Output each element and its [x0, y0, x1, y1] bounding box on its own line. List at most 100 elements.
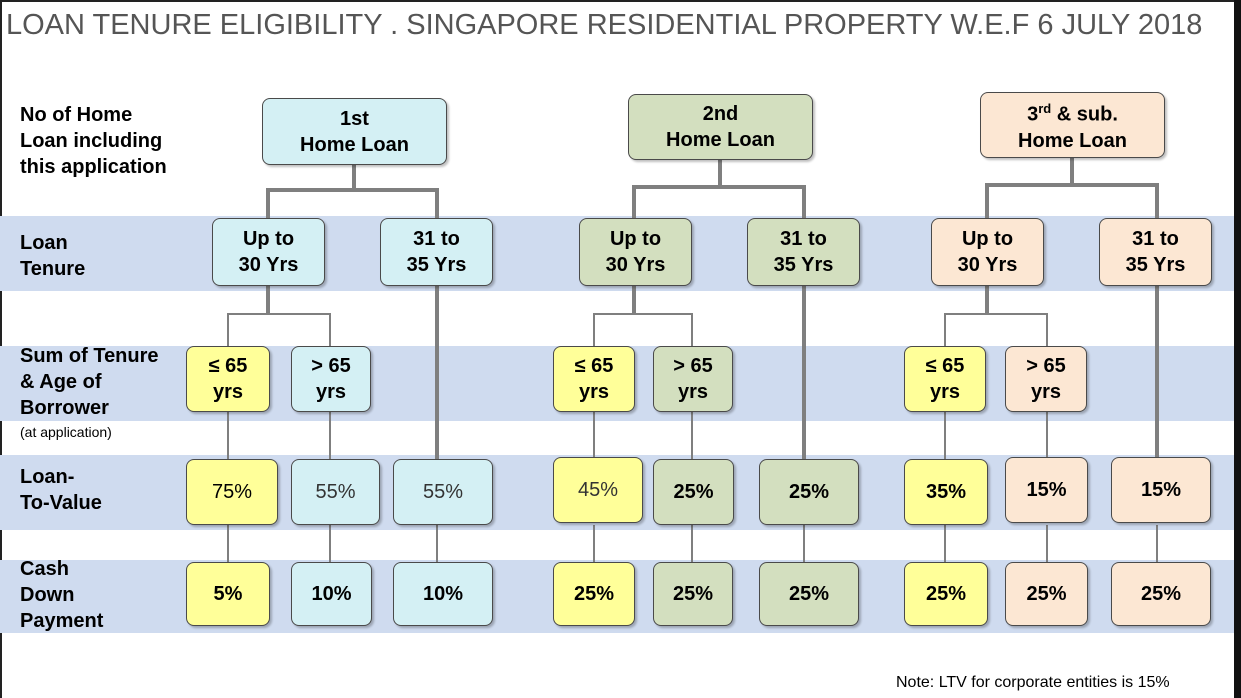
tenure-box-1-longer: 31 to 35 Yrs [380, 218, 493, 286]
row-label-tenure-line1: Loan [20, 232, 68, 254]
loan-box-3rd: 3rd & sub. Home Loan [980, 92, 1165, 158]
age-3-gt-l1: > 65 [1026, 355, 1066, 377]
row-label-ltv-line1: Loan- [20, 466, 75, 488]
cash-box-5: 25% [653, 562, 733, 626]
row-label-home-loan-line1: No of Home [20, 104, 133, 126]
connector-tenure-split [266, 286, 989, 314]
age-box-3-le: ≤ 65 yrs [904, 346, 986, 412]
loan-2-line1: 2nd [702, 103, 739, 125]
cash-box-3: 10% [393, 562, 493, 626]
cash-box-6: 25% [759, 562, 859, 626]
ltv-box-2: 55% [291, 459, 380, 525]
ltv-box-9: 15% [1111, 457, 1211, 523]
loan-3-sup: rd [1038, 101, 1052, 117]
loan-1-line2: Home Loan [300, 133, 409, 156]
tenure-1-upto-l1: Up to [242, 228, 295, 250]
tenure-box-3-upto: Up to 30 Yrs [931, 218, 1044, 286]
loan-box-1st: 1st Home Loan [262, 98, 447, 165]
age-3-le-l1: ≤ 65 [925, 355, 965, 377]
row-label-sum-line3: Borrower [20, 397, 109, 419]
tenure-1-longer-l2: 35 Yrs [406, 254, 467, 276]
loan-3-rest: & sub. [1051, 103, 1118, 126]
connector-long-tenure [435, 286, 1159, 459]
tenure-box-2-upto: Up to 30 Yrs [579, 218, 692, 286]
row-label-ltv-line2: To-Value [20, 492, 102, 514]
connector-loan2-tenure [632, 160, 806, 218]
top-border [0, 0, 1241, 2]
row-label-sum-line2: & Age of [20, 371, 102, 393]
age-2-le-l1: ≤ 65 [574, 355, 614, 377]
row-label-cash-line1: Cash [20, 558, 69, 580]
tenure-2-longer-l1: 31 to [780, 228, 827, 250]
cash-box-2: 10% [291, 562, 372, 626]
tenure-box-2-longer: 31 to 35 Yrs [747, 218, 860, 286]
age-box-1-le: ≤ 65 yrs [186, 346, 270, 412]
footnote: Note: LTV for corporate entities is 15% [896, 674, 1170, 691]
age-box-2-gt: > 65 yrs [653, 346, 733, 412]
age-1-le-l2: yrs [212, 381, 244, 403]
row-label-ltv: Loan- To-Value [20, 464, 102, 516]
ltv-box-6: 25% [759, 459, 859, 525]
row-label-home-loan: No of Home Loan including this applicati… [20, 102, 167, 180]
cash-box-7: 25% [904, 562, 988, 626]
loan-box-2nd: 2nd Home Loan [628, 94, 813, 160]
tenure-3-upto-l1: Up to [961, 228, 1014, 250]
cash-box-8: 25% [1005, 562, 1088, 626]
loan-3-number: 3 [1027, 103, 1039, 126]
tenure-2-upto-l2: 30 Yrs [605, 254, 666, 276]
row-label-tenure-line2: Tenure [20, 258, 86, 280]
tenure-box-1-upto: Up to 30 Yrs [212, 218, 325, 286]
age-box-3-gt: > 65 yrs [1005, 346, 1087, 412]
row-label-cash-line3: Payment [20, 610, 104, 632]
tenure-1-longer-l1: 31 to [413, 228, 460, 250]
tenure-2-longer-l2: 35 Yrs [773, 254, 834, 276]
cash-box-4: 25% [553, 562, 635, 626]
connector-age2 [593, 313, 693, 346]
row-label-cash: Cash Down Payment [20, 556, 103, 634]
loan-1-line1: 1st [340, 107, 369, 130]
row-label-home-loan-line3: this application [20, 156, 167, 178]
connector-loan3-tenure [985, 158, 1159, 218]
tenure-3-longer-l1: 31 to [1132, 228, 1179, 250]
row-label-sum-note: (at application) [20, 424, 112, 440]
connector-loan1-tenure [266, 165, 439, 218]
age-2-gt-l2: yrs [677, 381, 708, 403]
row-label-tenure: Loan Tenure [20, 230, 85, 282]
ltv-box-5: 25% [653, 459, 734, 525]
age-box-1-gt: > 65 yrs [291, 346, 371, 412]
connector-age-ltv [227, 412, 1048, 459]
row-label-cash-line2: Down [20, 584, 75, 606]
cash-box-9: 25% [1111, 562, 1211, 626]
loan-3-line2: Home Loan [1018, 129, 1127, 152]
age-1-le-l1: ≤ 65 [208, 355, 248, 377]
loan-3-line1: 3rd & sub. [1018, 96, 1127, 128]
loan-2-line2: Home Loan [666, 129, 775, 151]
ltv-box-1: 75% [186, 459, 278, 525]
page-title: LOAN TENURE ELIGIBILITY . SINGAPORE RESI… [6, 9, 1203, 41]
age-3-le-l2: yrs [929, 381, 961, 403]
tenure-box-3-longer: 31 to 35 Yrs [1099, 218, 1212, 286]
age-3-gt-l2: yrs [1030, 381, 1061, 403]
age-2-gt-l1: > 65 [673, 355, 713, 377]
cash-box-1: 5% [186, 562, 270, 626]
row-label-home-loan-line2: Loan including [20, 130, 163, 152]
tenure-3-upto-l2: 30 Yrs [957, 254, 1018, 276]
row-label-sum-line1: Sum of Tenure [20, 345, 159, 367]
age-1-gt-l1: > 65 [311, 355, 351, 377]
age-1-gt-l2: yrs [315, 381, 346, 403]
tenure-3-longer-l2: 35 Yrs [1125, 254, 1186, 276]
ltv-box-8: 15% [1005, 457, 1088, 523]
connector-ltv-cash [227, 525, 1158, 562]
tenure-1-upto-l2: 30 Yrs [238, 254, 299, 276]
age-2-le-l2: yrs [578, 381, 610, 403]
connector-age3 [944, 313, 1048, 346]
ltv-box-3: 55% [393, 459, 493, 525]
ltv-box-7: 35% [904, 459, 988, 525]
ltv-box-4: 45% [553, 457, 643, 523]
row-label-sum: Sum of Tenure & Age of Borrower [20, 343, 159, 421]
age-box-2-le: ≤ 65 yrs [553, 346, 635, 412]
connector-age1 [227, 313, 331, 346]
tenure-2-upto-l1: Up to [609, 228, 662, 250]
